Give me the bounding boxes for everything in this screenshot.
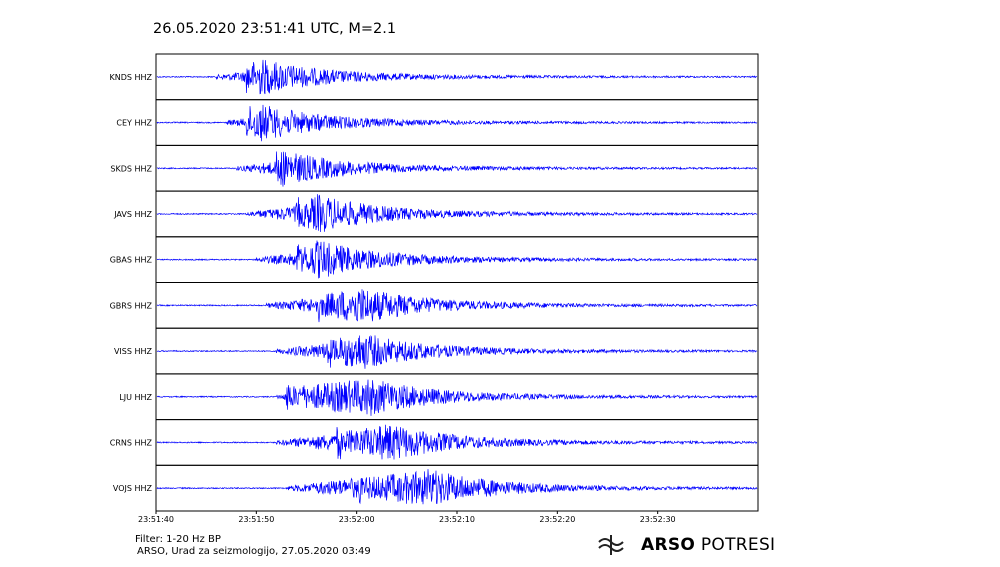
seismic-trace <box>156 59 758 95</box>
filter-note: Filter: 1-20 Hz BP <box>135 534 221 545</box>
station-label: VOJS HHZ <box>113 484 153 493</box>
seismic-trace <box>156 104 758 142</box>
station-labels: KNDS HHZ CEY HHZ SKDS HHZ JAVS HHZ GBAS HHZ G… <box>109 73 152 493</box>
seismic-trace <box>156 335 758 369</box>
seismic-wave-logo-icon <box>598 535 624 555</box>
station-label: VISS HHZ <box>114 347 153 356</box>
station-label: LJU HHZ <box>119 393 152 402</box>
x-tick-label: 23:51:50 <box>238 515 274 524</box>
seismic-trace <box>156 424 758 460</box>
station-label: CRNS HHZ <box>110 438 153 447</box>
x-tick-label: 23:52:30 <box>640 515 676 524</box>
station-label: CEY HHZ <box>116 119 152 128</box>
x-tick-label: 23:52:00 <box>339 515 375 524</box>
logo-wordmark: ARSO POTRESI <box>641 535 775 555</box>
station-label: SKDS HHZ <box>110 164 152 173</box>
station-label: KNDS HHZ <box>109 73 152 82</box>
seismic-trace <box>156 379 758 416</box>
time-axis: 23:51:40 23:51:50 23:52:00 23:52:10 23:52:20… <box>138 511 676 524</box>
arso-logo: ARSO POTRESI <box>597 534 775 556</box>
seismic-trace <box>156 151 758 187</box>
seismic-trace <box>156 469 758 505</box>
trace-panels <box>155 53 759 512</box>
logo-brand: ARSO <box>641 535 696 555</box>
station-label: GBRS HHZ <box>110 301 153 310</box>
station-label: JAVS HHZ <box>113 210 152 219</box>
station-label: GBAS HHZ <box>110 256 153 265</box>
x-tick-label: 23:52:20 <box>539 515 575 524</box>
credit-note: ARSO, Urad za seizmologijo, 27.05.2020 0… <box>137 546 371 557</box>
x-tick-label: 23:51:40 <box>138 515 174 524</box>
seismic-trace <box>156 289 758 323</box>
seismic-trace <box>156 240 758 279</box>
logo-product: POTRESI <box>700 535 776 555</box>
chart-title: 26.05.2020 23:51:41 UTC, M=2.1 <box>153 21 397 37</box>
x-tick-label: 23:52:10 <box>439 515 475 524</box>
seismic-trace <box>156 194 758 233</box>
